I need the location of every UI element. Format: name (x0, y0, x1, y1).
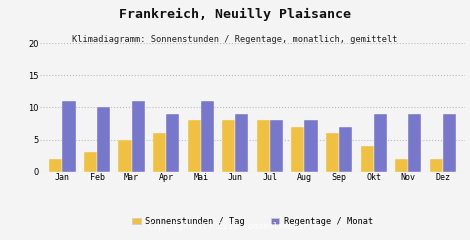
Bar (430, 159, 443, 172)
Bar (374, 114, 387, 172)
Bar (395, 159, 408, 172)
Bar (49, 159, 63, 172)
Bar (84, 152, 97, 172)
Bar (63, 101, 76, 172)
Text: Klimadiagramm: Sonnenstunden / Regentage, monatlich, gemittelt: Klimadiagramm: Sonnenstunden / Regentage… (72, 35, 398, 44)
Text: Copyright (C) 2010 sonnenlaender.de: Copyright (C) 2010 sonnenlaender.de (148, 222, 322, 231)
Bar (118, 139, 132, 172)
Bar (153, 133, 166, 172)
Bar (235, 114, 249, 172)
Bar (360, 146, 374, 172)
Bar (270, 120, 283, 172)
Bar (339, 127, 352, 172)
Bar (201, 101, 214, 172)
Bar (132, 101, 145, 172)
Bar (443, 114, 456, 172)
Bar (97, 107, 110, 172)
Bar (291, 127, 305, 172)
Bar (222, 120, 235, 172)
Bar (257, 120, 270, 172)
Bar (188, 120, 201, 172)
Text: Frankreich, Neuilly Plaisance: Frankreich, Neuilly Plaisance (119, 8, 351, 21)
Bar (408, 114, 422, 172)
Bar (326, 133, 339, 172)
Legend: Sonnenstunden / Tag, Regentage / Monat: Sonnenstunden / Tag, Regentage / Monat (132, 217, 373, 226)
Bar (166, 114, 180, 172)
Bar (305, 120, 318, 172)
